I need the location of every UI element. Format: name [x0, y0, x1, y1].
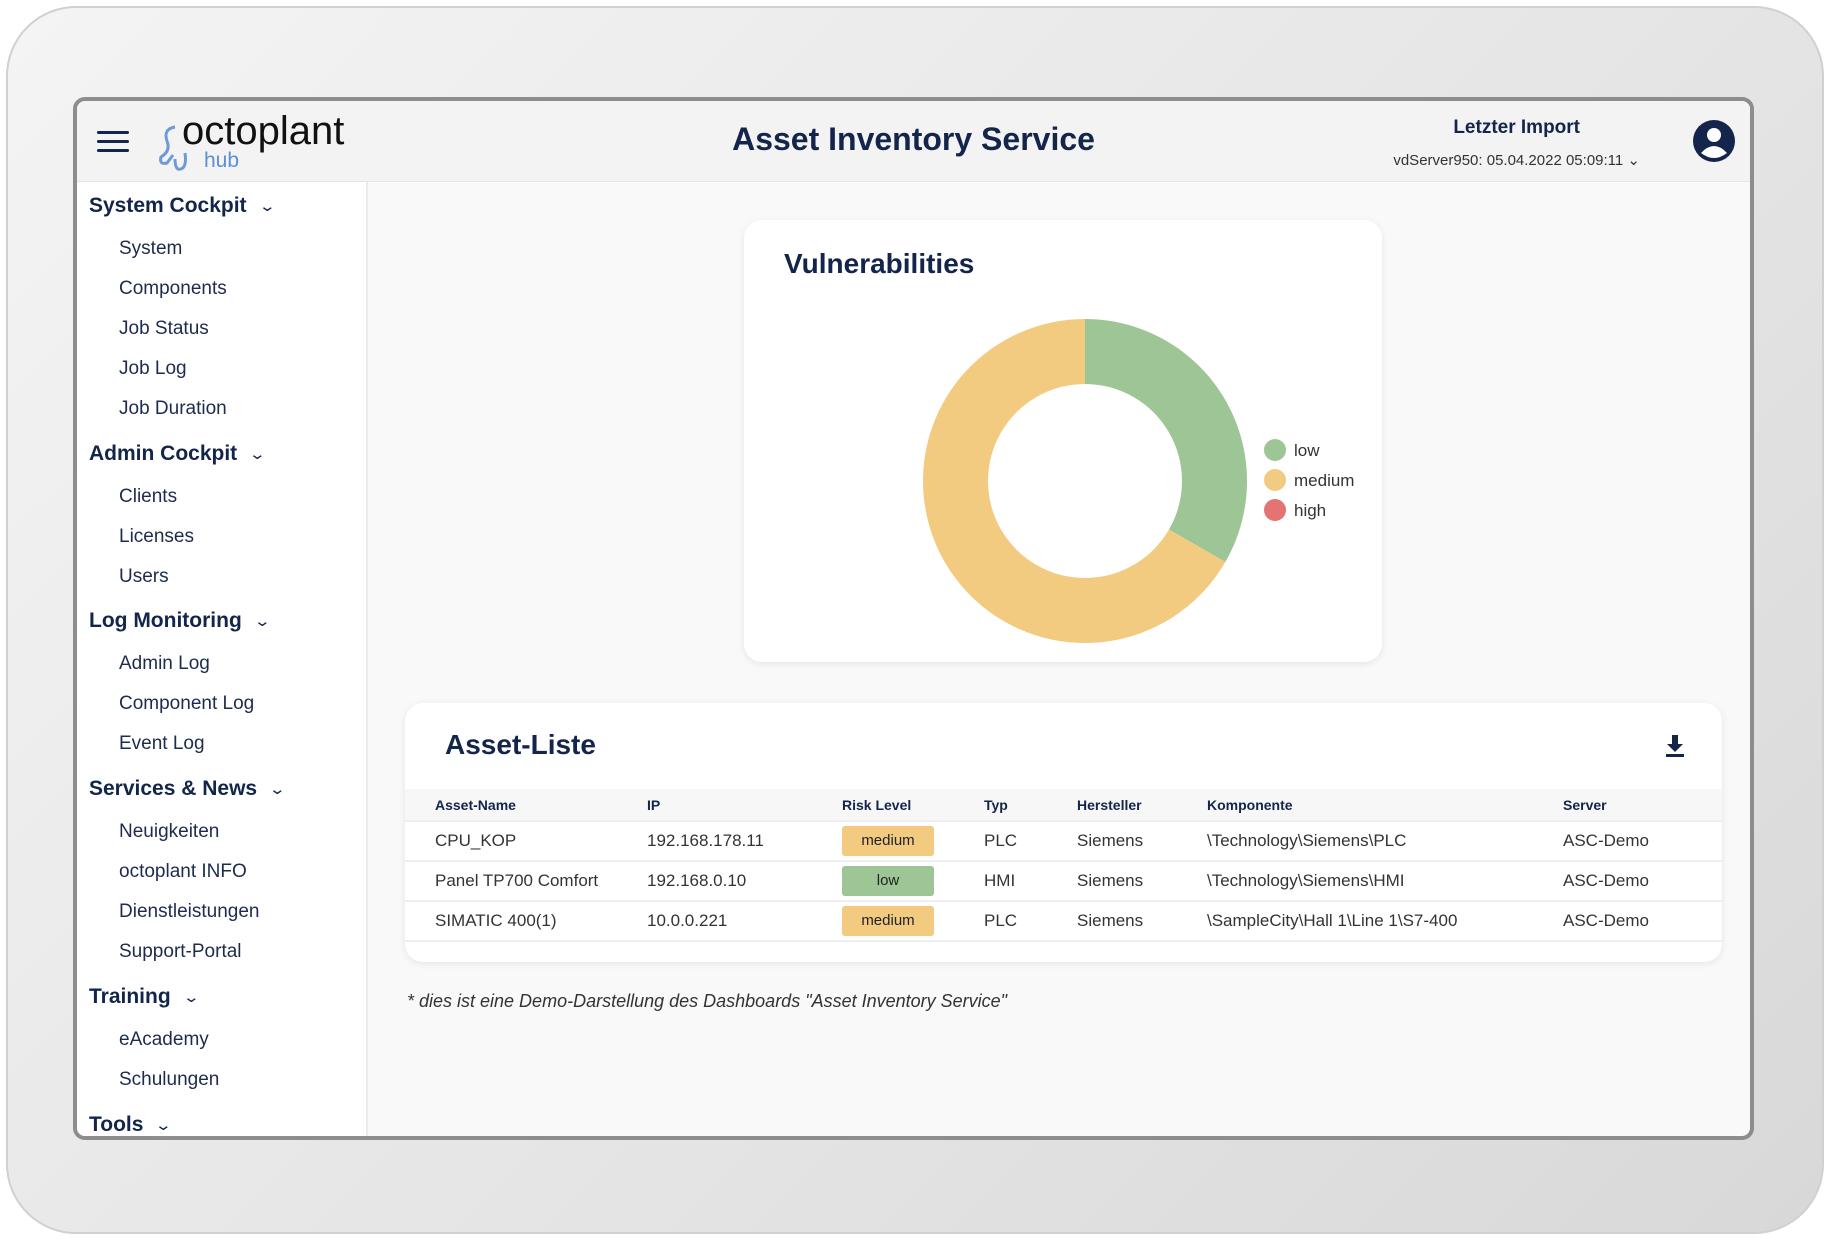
- table-cell: ASC-Demo: [1563, 901, 1722, 942]
- risk-cell: medium: [842, 821, 984, 862]
- sidebar-item[interactable]: Dienstleistungen: [119, 901, 260, 922]
- logo-subtext: hub: [204, 149, 240, 172]
- chevron-down-icon: ⌄: [253, 613, 271, 630]
- risk-badge: medium: [842, 906, 934, 936]
- sidebar-item[interactable]: Components: [119, 278, 227, 299]
- legend-label[interactable]: medium: [1294, 471, 1354, 490]
- asset-list-card: Asset-Liste Asset-Name IP Risk Level Typ Her…: [405, 703, 1722, 962]
- table-cell: 10.0.0.221: [647, 901, 842, 942]
- chevron-down-icon: ⌄: [154, 1117, 173, 1134]
- table-cell: Siemens: [1077, 861, 1207, 902]
- vulnerabilities-card: Vulnerabilities low medium high: [744, 220, 1382, 662]
- legend-marker: [1264, 499, 1286, 521]
- table-cell: \Technology\Siemens\PLC: [1207, 821, 1563, 862]
- table-cell: SIMATIC 400(1): [405, 901, 647, 942]
- table-cell: Siemens: [1077, 821, 1207, 862]
- octopus-logo-icon: [159, 125, 187, 171]
- table-cell: 192.168.178.11: [647, 821, 842, 862]
- sidebar-group-label: Training: [89, 985, 171, 1008]
- sidebar-group-label: Admin Cockpit: [89, 442, 238, 465]
- sidebar-group-1[interactable]: Admin Cockpit ⌄: [89, 442, 267, 466]
- risk-cell: low: [842, 861, 984, 902]
- donut-slice-medium[interactable]: [923, 319, 1226, 643]
- table-cell: PLC: [984, 901, 1077, 942]
- sidebar-group-label: Services & News: [89, 777, 258, 800]
- table-cell: ASC-Demo: [1563, 821, 1722, 862]
- user-avatar-icon[interactable]: [1692, 119, 1736, 163]
- table-row[interactable]: Panel TP700 Comfort 192.168.0.10 low HMI Sie…: [405, 861, 1722, 902]
- legend-marker: [1264, 439, 1286, 461]
- risk-badge: medium: [842, 826, 934, 856]
- table-cell: \SampleCity\Hall 1\Line 1\S7-400: [1207, 901, 1563, 942]
- chevron-down-icon: ⌄: [182, 989, 200, 1006]
- last-import[interactable]: Letzter Import vdServer950: 05.04.2022 0…: [1393, 117, 1640, 169]
- sidebar-group-2[interactable]: Log Monitoring ⌄: [89, 609, 271, 633]
- sidebar-item[interactable]: Schulungen: [119, 1069, 220, 1090]
- hamburger-menu-icon[interactable]: [97, 131, 129, 153]
- page-title: Asset Inventory Service: [732, 121, 1095, 157]
- sidebar-group-label: Log Monitoring: [89, 609, 242, 632]
- download-icon[interactable]: [1664, 733, 1686, 757]
- table-cell: \Technology\Siemens\HMI: [1207, 861, 1563, 902]
- table-cell: HMI: [984, 861, 1077, 902]
- asset-table: Asset-Name IP Risk Level Typ Hersteller Kompo…: [405, 789, 1722, 942]
- sidebar-group-label: System Cockpit: [89, 194, 247, 217]
- sidebar-item[interactable]: Users: [119, 566, 169, 587]
- table-cell: 192.168.0.10: [647, 861, 842, 902]
- sidebar-item[interactable]: Licenses: [119, 526, 194, 547]
- last-import-value: vdServer950: 05.04.2022 05:09:11: [1393, 152, 1624, 169]
- chart-title: Vulnerabilities: [784, 248, 975, 279]
- legend-label[interactable]: high: [1294, 501, 1326, 520]
- table-cell: Panel TP700 Comfort: [405, 861, 647, 902]
- sidebar-item[interactable]: Admin Log: [119, 653, 210, 674]
- sidebar-item[interactable]: Job Log: [119, 358, 187, 379]
- column-header[interactable]: Hersteller: [1077, 789, 1207, 822]
- column-header[interactable]: Asset-Name: [405, 789, 647, 822]
- column-header[interactable]: IP: [647, 789, 842, 822]
- risk-badge: low: [842, 866, 934, 896]
- column-header[interactable]: Server: [1563, 789, 1722, 822]
- table-cell: ASC-Demo: [1563, 861, 1722, 902]
- sidebar-group-label: Tools: [89, 1113, 144, 1136]
- asset-list-title: Asset-Liste: [445, 729, 596, 760]
- legend-marker: [1264, 469, 1286, 491]
- sidebar-item[interactable]: Clients: [119, 486, 178, 507]
- donut-chart: low medium high: [923, 319, 1354, 643]
- sidebar-item[interactable]: Support-Portal: [119, 941, 242, 962]
- sidebar-group-3[interactable]: Services & News ⌄: [89, 777, 287, 801]
- sidebar-group-5[interactable]: Tools ⌄: [89, 1113, 173, 1136]
- sidebar-item[interactable]: Neuigkeiten: [119, 821, 220, 842]
- column-header[interactable]: Typ: [984, 789, 1077, 822]
- chevron-down-icon: ⌄: [1627, 152, 1640, 169]
- header: octoplant hub Asset Inventory Service Le…: [77, 101, 1750, 182]
- column-header[interactable]: Komponente: [1207, 789, 1563, 822]
- table-cell: Siemens: [1077, 901, 1207, 942]
- sidebar-item[interactable]: Event Log: [119, 733, 205, 754]
- sidebar-item[interactable]: octoplant INFO: [119, 861, 247, 882]
- footnote: * dies ist eine Demo-Darstellung des Das…: [407, 991, 1008, 1011]
- risk-cell: medium: [842, 901, 984, 942]
- chevron-down-icon: ⌄: [248, 446, 267, 463]
- sidebar-group-4[interactable]: Training ⌄: [89, 985, 200, 1009]
- table-cell: PLC: [984, 821, 1077, 862]
- app-window: octoplant hub Asset Inventory Service Le…: [73, 97, 1754, 1140]
- table-row[interactable]: CPU_KOP 192.168.178.11 medium PLC Siemens \Te…: [405, 821, 1722, 862]
- sidebar-item[interactable]: Job Duration: [119, 398, 227, 419]
- chevron-down-icon: ⌄: [258, 198, 276, 215]
- last-import-label: Letzter Import: [1453, 117, 1581, 138]
- logo: octoplant hub: [157, 109, 357, 175]
- sidebar: System Cockpit ⌄ System Components Job Statu…: [77, 182, 368, 1136]
- column-header[interactable]: Risk Level: [842, 789, 984, 822]
- sidebar-group-0[interactable]: System Cockpit ⌄: [89, 194, 276, 218]
- logo-text: octoplant: [182, 109, 345, 153]
- sidebar-item[interactable]: System: [119, 238, 183, 259]
- donut-slice-low[interactable]: [1085, 319, 1247, 562]
- sidebar-item[interactable]: Component Log: [119, 693, 255, 714]
- table-cell: CPU_KOP: [405, 821, 647, 862]
- sidebar-item[interactable]: Job Status: [119, 318, 209, 339]
- chevron-down-icon: ⌄: [268, 781, 287, 798]
- legend-label[interactable]: low: [1294, 441, 1320, 460]
- sidebar-item[interactable]: eAcademy: [119, 1029, 209, 1050]
- table-row[interactable]: SIMATIC 400(1) 10.0.0.221 medium PLC Siemens…: [405, 901, 1722, 942]
